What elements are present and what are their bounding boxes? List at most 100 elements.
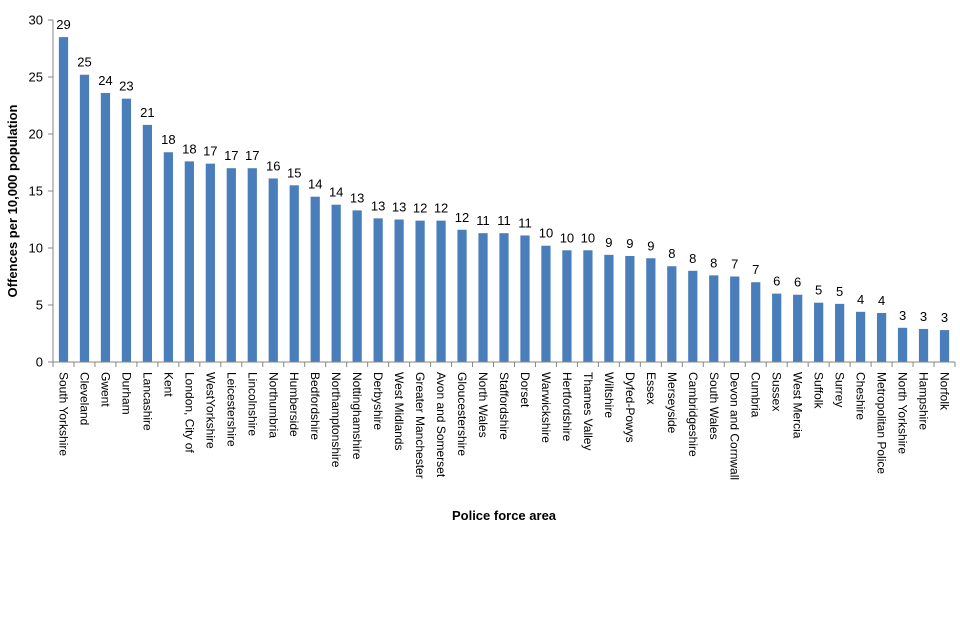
data-label: 3: [920, 309, 927, 324]
x-axis-title: Police force area: [452, 508, 557, 523]
category-label: South Wales: [707, 372, 721, 440]
y-tick-label: 5: [36, 298, 43, 313]
category-label: Lincolnshire: [245, 372, 259, 436]
category-label: Lancashire: [140, 372, 154, 431]
data-label: 9: [626, 236, 633, 251]
category-label: Gloucestershire: [455, 372, 469, 456]
bar: [100, 92, 111, 363]
category-label: Northumbria: [266, 372, 280, 438]
data-label: 18: [182, 141, 196, 156]
category-label: Metropolitan Police: [875, 372, 889, 474]
y-tick-label: 25: [29, 70, 43, 85]
category-label: Bedfordshire: [308, 372, 322, 440]
bar: [499, 233, 509, 362]
category-label: Kent: [161, 372, 175, 397]
bar: [667, 266, 677, 362]
data-label: 12: [434, 201, 448, 216]
data-label: 10: [539, 226, 553, 241]
category-label: Hampshire: [917, 372, 931, 430]
bar: [709, 275, 719, 362]
bar: [121, 98, 132, 362]
data-label: 4: [878, 293, 885, 308]
bar: [876, 312, 887, 362]
data-label: 29: [56, 17, 70, 32]
category-label: Gwent: [98, 372, 112, 407]
data-label: 17: [203, 144, 217, 159]
category-label: Avon and Somerset: [434, 372, 448, 478]
data-label: 13: [371, 198, 385, 213]
bar: [142, 124, 153, 362]
y-tick-label: 10: [29, 241, 43, 256]
y-axis: 0 5 10 15 20 25 30: [29, 13, 54, 370]
data-label: 14: [329, 185, 343, 200]
data-labels-group: 29 25 24 23 21 18 18 17 17 17 16 15 14 14 13 13 13 12 12 12…: [56, 17, 948, 325]
category-label: Hertfordshire: [560, 372, 574, 442]
category-label: Thames Valley: [581, 372, 595, 450]
bar: [79, 74, 90, 362]
bar: [310, 196, 320, 362]
category-label: Dorset: [518, 372, 532, 408]
data-label: 13: [392, 200, 406, 215]
bar: [604, 254, 614, 362]
data-label: 9: [647, 238, 654, 253]
bar: [897, 327, 908, 362]
category-label: Warwickshire: [539, 372, 553, 443]
category-label: Cheshire: [854, 372, 868, 420]
bar: [247, 168, 257, 362]
bar: [730, 276, 740, 362]
data-label: 14: [308, 177, 322, 192]
bar: [415, 220, 425, 362]
category-label: Cleveland: [77, 372, 91, 425]
category-label: Durham: [119, 372, 133, 415]
data-label: 7: [752, 262, 759, 277]
category-label: North Yorkshire: [896, 372, 910, 454]
bar: [436, 220, 446, 362]
data-label: 9: [605, 235, 612, 250]
bar: [457, 229, 467, 362]
category-label: Staffordshire: [497, 372, 511, 440]
category-label: Surrey: [833, 372, 847, 407]
bar: [835, 303, 845, 362]
category-label: Nottinghamshire: [350, 372, 364, 460]
y-tick-label: 15: [29, 184, 43, 199]
data-label: 3: [941, 310, 948, 325]
bar: [58, 37, 69, 362]
bar: [478, 233, 488, 362]
data-label: 17: [224, 148, 238, 163]
data-label: 7: [731, 257, 738, 272]
category-label: West Midlands: [392, 372, 406, 450]
data-label: 11: [518, 215, 532, 230]
data-label: 8: [689, 251, 696, 266]
bar: [205, 163, 215, 362]
category-label: Wiltshire: [602, 372, 616, 418]
data-label: 24: [98, 73, 112, 88]
bar: [751, 282, 761, 362]
bar: [331, 204, 341, 362]
data-label: 21: [140, 105, 154, 120]
category-label: WestYorkshire: [203, 372, 217, 449]
data-label: 13: [350, 190, 364, 205]
bar: [646, 258, 656, 362]
bar: [226, 168, 236, 362]
bar: [688, 270, 698, 362]
data-label: 11: [476, 213, 490, 228]
category-label: London, City of: [182, 372, 196, 453]
bar: [394, 219, 404, 362]
category-label: Cumbria: [749, 372, 763, 418]
bar: [939, 330, 950, 362]
bar: [772, 293, 782, 362]
data-label: 12: [455, 210, 469, 225]
bar: [562, 250, 572, 362]
category-label: Merseyside: [665, 372, 679, 434]
category-label: Essex: [644, 372, 658, 405]
category-label: Dyfed-Powys: [623, 372, 637, 443]
data-label: 12: [413, 201, 427, 216]
data-label: 6: [773, 274, 780, 289]
bar: [541, 245, 551, 362]
data-label: 16: [266, 158, 280, 173]
category-label: Humberside: [287, 372, 301, 437]
category-label: South Yorkshire: [56, 372, 70, 456]
x-axis: South Yorkshire Cleveland Gwent Durham Lanca…: [52, 361, 956, 480]
